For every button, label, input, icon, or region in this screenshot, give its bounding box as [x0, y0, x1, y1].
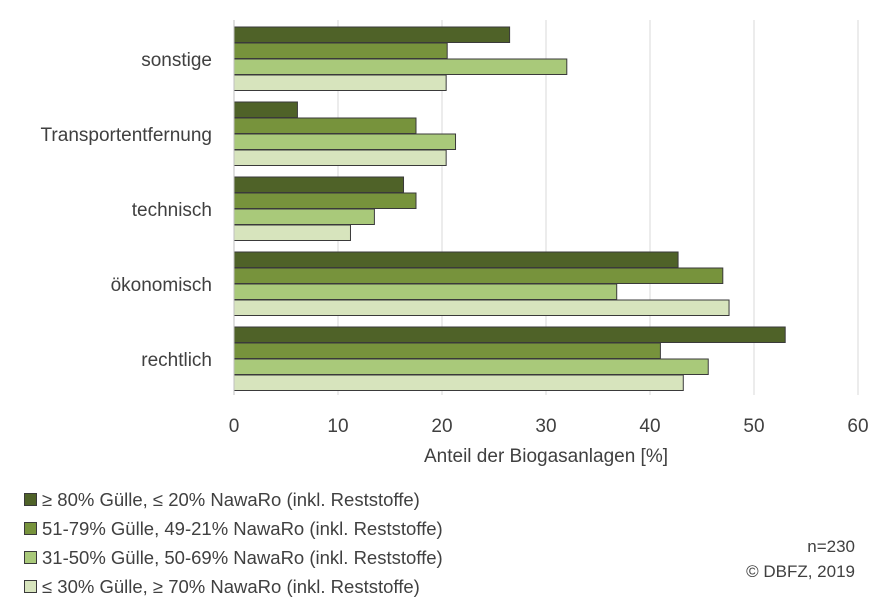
legend-item: ≤ 30% Gülle, ≥ 70% NawaRo (inkl. Reststo… — [24, 572, 443, 601]
category-label: technisch — [132, 200, 212, 221]
bar — [233, 251, 679, 268]
x-tick-labels: 0 10 20 30 40 50 60 — [229, 416, 869, 437]
bar — [233, 224, 351, 241]
x-tick-label: 50 — [743, 416, 764, 437]
bar — [233, 299, 730, 316]
legend-label: 51-79% Gülle, 49-21% NawaRo (inkl. Rests… — [42, 517, 443, 539]
bar-chart: sonstige Transportentfernung technisch ökon… — [41, 20, 869, 467]
legend-item: 51-79% Gülle, 49-21% NawaRo (inkl. Rests… — [24, 514, 443, 543]
bar — [233, 342, 661, 359]
x-tick-label: 40 — [639, 416, 660, 437]
bar — [233, 58, 568, 75]
bar — [233, 42, 448, 59]
x-tick-label: 60 — [847, 416, 868, 437]
category-label: rechtlich — [141, 350, 212, 371]
category-label: sonstige — [141, 50, 212, 71]
copyright-note: © DBFZ, 2019 — [746, 562, 855, 581]
legend-swatch — [24, 493, 37, 506]
bars — [233, 26, 786, 391]
bar — [233, 74, 447, 91]
bar — [233, 117, 417, 134]
bar — [233, 358, 709, 375]
legend-item: 31-50% Gülle, 50-69% NawaRo (inkl. Rests… — [24, 543, 443, 572]
bar — [233, 208, 375, 225]
x-axis-title: Anteil der Biogasanlagen [%] — [424, 446, 668, 467]
bar — [233, 283, 618, 300]
bar — [233, 192, 417, 209]
bar — [233, 149, 447, 166]
legend-label: ≥ 80% Gülle, ≤ 20% NawaRo (inkl. Reststo… — [42, 488, 420, 510]
legend-swatch — [24, 522, 37, 535]
category-label: Transportentfernung — [41, 125, 212, 146]
sample-size-note: n=230 — [807, 537, 855, 556]
legend: ≥ 80% Gülle, ≤ 20% NawaRo (inkl. Reststo… — [24, 485, 443, 601]
bar — [233, 267, 724, 284]
bar — [233, 374, 684, 391]
x-tick-label: 30 — [535, 416, 556, 437]
legend-swatch — [24, 580, 37, 593]
bar — [233, 133, 457, 150]
x-tick-label: 10 — [327, 416, 348, 437]
category-label: ökonomisch — [111, 275, 212, 296]
category-labels: sonstige Transportentfernung technisch ökon… — [41, 50, 212, 371]
legend-swatch — [24, 551, 37, 564]
bar — [233, 101, 298, 118]
bar — [233, 176, 405, 193]
bar — [233, 326, 786, 343]
x-tick-label: 20 — [431, 416, 452, 437]
legend-item: ≥ 80% Gülle, ≤ 20% NawaRo (inkl. Reststo… — [24, 485, 443, 514]
legend-label: ≤ 30% Gülle, ≥ 70% NawaRo (inkl. Reststo… — [42, 575, 420, 597]
legend-label: 31-50% Gülle, 50-69% NawaRo (inkl. Rests… — [42, 546, 443, 568]
bar — [233, 26, 511, 43]
x-tick-label: 0 — [229, 416, 240, 437]
